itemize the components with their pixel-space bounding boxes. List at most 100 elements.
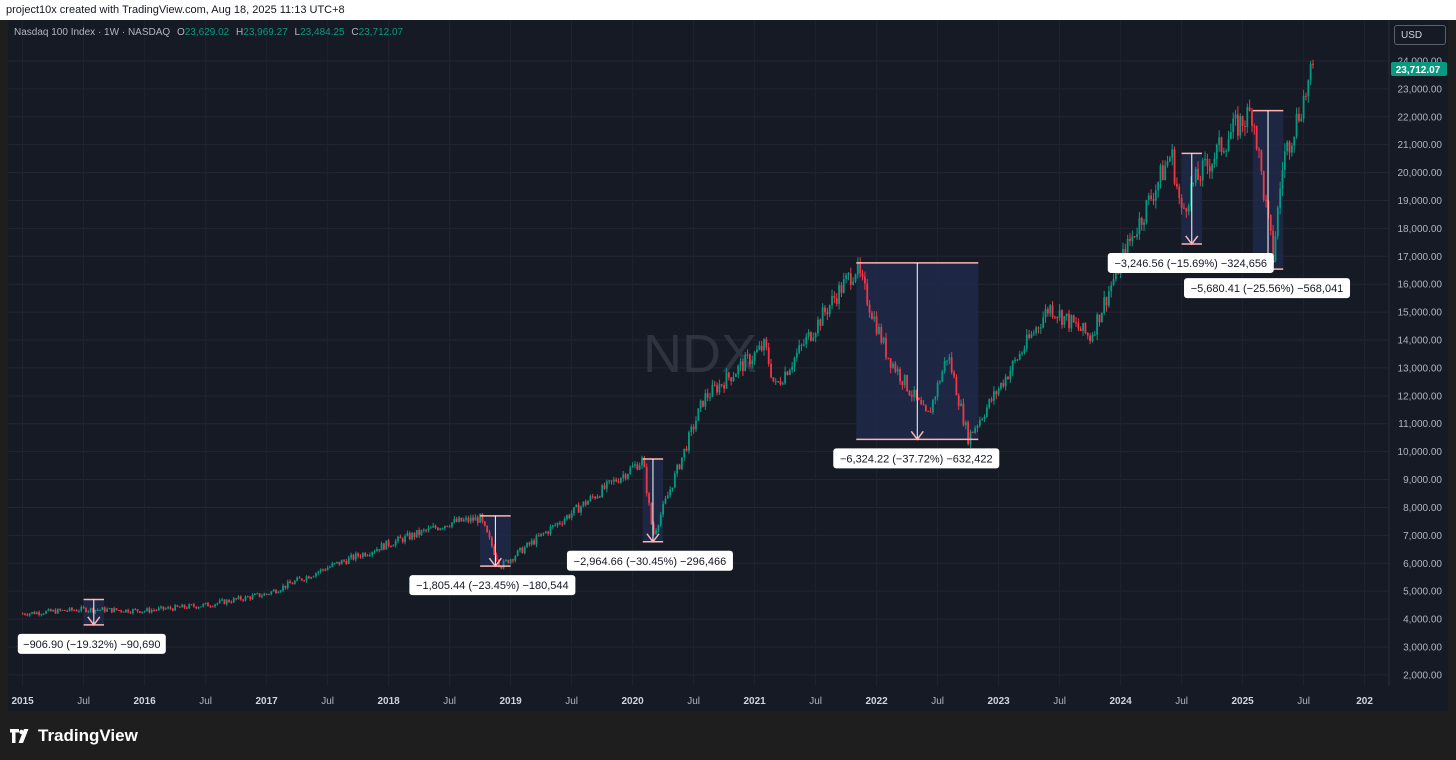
candle-body — [101, 607, 104, 610]
candle-body — [758, 345, 761, 350]
candle-body — [254, 593, 256, 595]
candle-body — [1037, 327, 1040, 329]
candle-body — [514, 556, 517, 561]
candle-body — [577, 504, 580, 513]
candle-body — [1126, 238, 1129, 261]
candle-body — [394, 540, 397, 546]
candle-body — [521, 547, 524, 554]
candle-body — [751, 360, 754, 365]
candle-body — [727, 372, 730, 378]
candle-body — [160, 606, 162, 608]
currency-button[interactable]: USD — [1394, 25, 1446, 45]
drawdown-arrow-head — [488, 557, 502, 568]
candle-body — [929, 411, 932, 413]
candle-body — [556, 522, 559, 526]
candle-body — [441, 528, 444, 530]
candle-body — [467, 517, 470, 522]
candle-body — [1298, 113, 1300, 121]
candle-body — [265, 593, 268, 595]
candle-body — [854, 274, 857, 282]
candle-body — [634, 464, 636, 466]
price-tick-label: 9,000.00 — [1403, 475, 1442, 486]
candle-body — [476, 517, 479, 523]
candle-body — [873, 316, 876, 320]
candle-body — [939, 381, 941, 383]
candle-body — [486, 525, 489, 533]
candle-body — [537, 535, 540, 537]
candle-body — [896, 369, 899, 372]
drawdown-labels: −906.90 (−19.32%) −90,690 −1,805.44 (−23.… — [17, 252, 1351, 654]
candle-body — [31, 612, 33, 614]
candle-body — [889, 358, 892, 368]
candle-body — [493, 546, 496, 555]
drawdown-arrow-head — [87, 616, 101, 627]
candle-body — [573, 507, 575, 514]
drawdown-label-box — [566, 550, 733, 571]
price-axis[interactable]: 24,000.00 23,000.00 22,000.00 21,000.00 20,0… — [1398, 56, 1443, 681]
candle-body — [343, 560, 345, 562]
candle-body — [664, 498, 667, 504]
candle-body — [1178, 186, 1181, 199]
candle-body — [1150, 195, 1153, 200]
candle-body — [1004, 376, 1007, 387]
candle-body — [744, 354, 747, 372]
candle-body — [216, 603, 219, 605]
candle-body — [134, 609, 137, 611]
candle-body — [894, 363, 897, 372]
time-axis[interactable]: 2015 Jul 2016 Jul 2017 Jul 2018 Jul 2019 Jul 2020 J… — [12, 696, 1374, 707]
candle-body — [204, 602, 207, 604]
candle-body — [1192, 182, 1195, 184]
candle-body — [63, 609, 66, 611]
candle-body — [1070, 315, 1073, 329]
candle-body — [246, 596, 249, 598]
candle-body — [380, 543, 383, 551]
candle-body — [737, 365, 740, 375]
price-tick-label: 17,000.00 — [1398, 252, 1443, 263]
candle-body — [1075, 322, 1077, 324]
candle-body — [920, 399, 923, 405]
candle-body — [786, 371, 789, 375]
candle-body — [71, 607, 73, 611]
time-tick-label: 2017 — [256, 696, 279, 707]
high-key: H — [236, 27, 244, 38]
symbol-legend[interactable]: Nasdaq 100 Index · 1W · NASDAQ O23,629.0… — [14, 27, 403, 38]
candle-body — [819, 319, 822, 326]
candle-body — [978, 419, 981, 426]
candle-body — [324, 569, 327, 571]
candle-body — [425, 529, 428, 531]
candle-body — [185, 607, 188, 609]
candle-body — [666, 495, 669, 499]
tradingview-logo[interactable]: TradingView — [10, 726, 138, 746]
candle-body — [549, 526, 552, 534]
drawdown-label: −2,964.66 (−30.45%) −296,466 — [574, 556, 727, 568]
candle-body — [793, 357, 796, 367]
price-tick-label: 12,000.00 — [1398, 391, 1443, 402]
candle-body — [706, 393, 709, 398]
candle-body — [366, 555, 369, 557]
price-chart[interactable]: NDX −906.90 (−19.32%) −90,690 −1,805.44 (… — [0, 0, 1456, 712]
candle-body — [878, 326, 880, 334]
candle-body — [643, 457, 646, 468]
candle-body — [483, 521, 486, 526]
drawdown-label: −5,680.41 (−25.56%) −568,041 — [1191, 283, 1344, 295]
candle-body — [270, 591, 273, 595]
candle-body — [746, 354, 749, 356]
candle-body — [1030, 333, 1033, 338]
candle-body — [1091, 334, 1094, 342]
candle-body — [575, 504, 578, 508]
candle-body — [244, 596, 247, 601]
candle-body — [462, 519, 465, 522]
candle-body — [547, 531, 550, 534]
price-tick-label: 16,000.00 — [1398, 280, 1443, 291]
candle-body — [763, 339, 765, 351]
candle-body — [52, 609, 55, 612]
candle-body — [207, 602, 209, 607]
candle-body — [1042, 317, 1045, 328]
candle-body — [849, 273, 852, 285]
candle-body — [24, 613, 26, 615]
candle-body — [338, 561, 341, 565]
candle-body — [702, 400, 704, 407]
candle-body — [648, 493, 650, 504]
candle-body — [1112, 279, 1115, 286]
candle-body — [397, 536, 399, 541]
